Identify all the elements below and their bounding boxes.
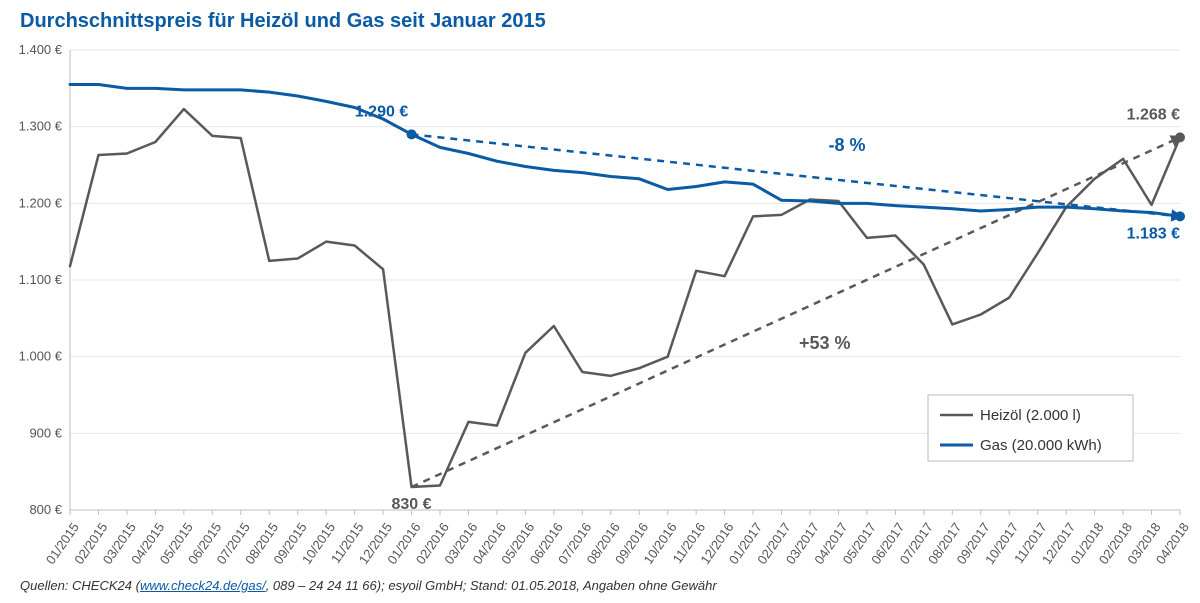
source-prefix: Quellen: CHECK24 ( bbox=[20, 578, 140, 593]
annotation-marker bbox=[407, 129, 417, 139]
annotation-label: -8 % bbox=[828, 135, 865, 155]
legend-label: Gas (20.000 kWh) bbox=[980, 437, 1102, 454]
series-line-gas bbox=[70, 85, 1180, 217]
legend-label: Heizöl (2.000 l) bbox=[980, 407, 1081, 424]
annotation-label: 1.268 € bbox=[1127, 106, 1180, 123]
y-tick-label: 1.000 € bbox=[19, 349, 63, 364]
y-tick-label: 900 € bbox=[29, 425, 62, 440]
annotation-label: 1.183 € bbox=[1127, 225, 1180, 242]
y-tick-label: 1.100 € bbox=[19, 272, 63, 287]
annotation-label: +53 % bbox=[799, 333, 851, 353]
annotation-label: 830 € bbox=[392, 496, 432, 513]
price-chart: 800 € 900 € 1.000 € 1.100 € 1.200 € 1.300 € 1.… bbox=[0, 0, 1200, 603]
y-tick-label: 800 € bbox=[29, 502, 62, 517]
trend-line-gas bbox=[412, 134, 1180, 216]
y-tick-label: 1.200 € bbox=[19, 195, 63, 210]
y-tick-label: 1.400 € bbox=[19, 42, 63, 57]
source-line: Quellen: CHECK24 (www.check24.de/gas/, 0… bbox=[20, 578, 717, 593]
annotation-label: 1.290 € bbox=[355, 103, 408, 120]
y-tick-label: 1.300 € bbox=[19, 119, 63, 134]
source-link[interactable]: www.check24.de/gas/ bbox=[140, 578, 266, 593]
source-suffix: , 089 – 24 24 11 66); esyoil GmbH; Stand… bbox=[266, 578, 717, 593]
